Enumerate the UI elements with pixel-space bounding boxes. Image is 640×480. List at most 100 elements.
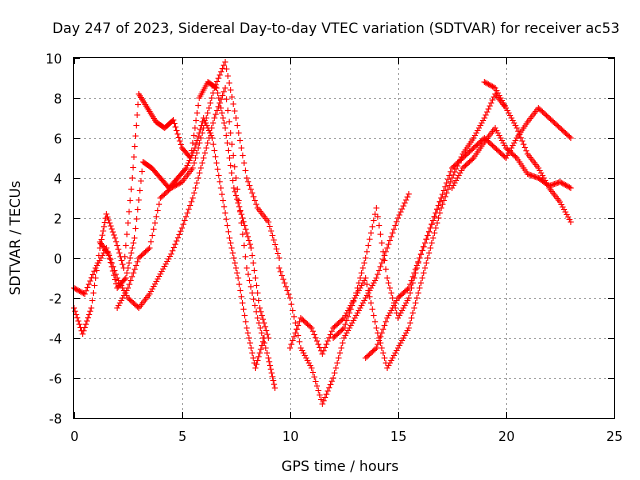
data-point [422,240,428,246]
x-tick-label: 5 [178,430,186,445]
data-point [446,172,453,179]
data-point [415,258,422,265]
data-point [380,326,387,333]
data-point [407,290,414,296]
data-point [308,325,315,331]
data-point [311,374,318,380]
data-point [289,337,296,344]
data-point [228,245,235,251]
data-point [339,340,346,346]
data-point [431,213,438,220]
data-point [216,178,223,185]
data-point [225,228,232,235]
data-point [372,318,379,325]
data-point [482,112,489,118]
data-point [93,267,100,274]
data-point [242,167,249,174]
data-point [222,59,229,65]
data-point [247,340,254,346]
data-point [269,232,276,239]
data-point [172,124,179,130]
data-point [125,220,131,226]
data-point [239,300,246,306]
data-point [374,341,381,348]
data-point [217,105,224,111]
series-track [96,115,268,371]
data-point [74,314,81,321]
data-point [481,115,488,121]
data-point [214,107,221,114]
data-point [193,180,200,186]
data-point [447,168,454,175]
data-point [314,383,320,389]
data-point [374,213,381,220]
data-point [377,333,384,340]
data-point [234,196,241,203]
data-point [399,206,406,212]
data-point [224,107,231,114]
data-point [411,270,418,276]
y-tick-label: -2 [49,293,62,308]
data-point [80,327,87,334]
data-point [173,127,180,134]
data-point [209,135,216,141]
data-point [435,215,442,221]
data-point [254,290,261,296]
data-point [227,240,234,246]
data-point [192,185,199,191]
data-point [515,128,522,135]
data-point [226,80,233,86]
data-point [363,248,370,255]
data-point [368,230,374,236]
data-point [264,331,271,338]
data-point [250,355,257,361]
plot-frame [73,57,615,419]
data-point [79,331,86,337]
data-point [384,245,391,251]
data-point [423,260,430,266]
data-point [374,271,381,278]
data-point [201,120,208,126]
data-point [106,255,113,262]
y-tick-label: 8 [54,93,62,108]
data-point [249,252,256,259]
data-point [376,267,383,274]
data-point [172,241,179,248]
data-point [229,250,236,256]
data-point [389,230,396,236]
data-point [489,97,496,103]
data-point [246,277,253,284]
data-point [208,95,215,101]
y-tick-label: 10 [45,53,62,68]
data-point [444,176,451,183]
data-point [254,357,261,364]
data-point [236,203,243,210]
data-point [82,321,89,328]
data-point [177,228,184,235]
data-point [156,201,163,208]
data-point [131,143,138,150]
data-point [100,228,107,234]
data-point [373,205,380,211]
data-point [190,132,197,139]
data-point [521,144,528,151]
data-point [260,316,266,323]
data-point [87,278,94,284]
data-points [71,59,574,407]
y-tick-label: -6 [49,373,62,388]
data-point [233,265,239,271]
data-point [185,206,192,213]
data-point [469,156,476,163]
data-point [519,138,526,144]
data-point [359,265,366,271]
data-point [350,298,357,305]
data-point [362,275,369,281]
data-point [253,361,260,368]
data-point [338,345,345,351]
data-point [431,230,438,236]
data-point [369,223,376,230]
data-point [267,366,274,373]
data-point [256,350,263,356]
data-point [176,231,183,238]
data-point [401,200,408,206]
